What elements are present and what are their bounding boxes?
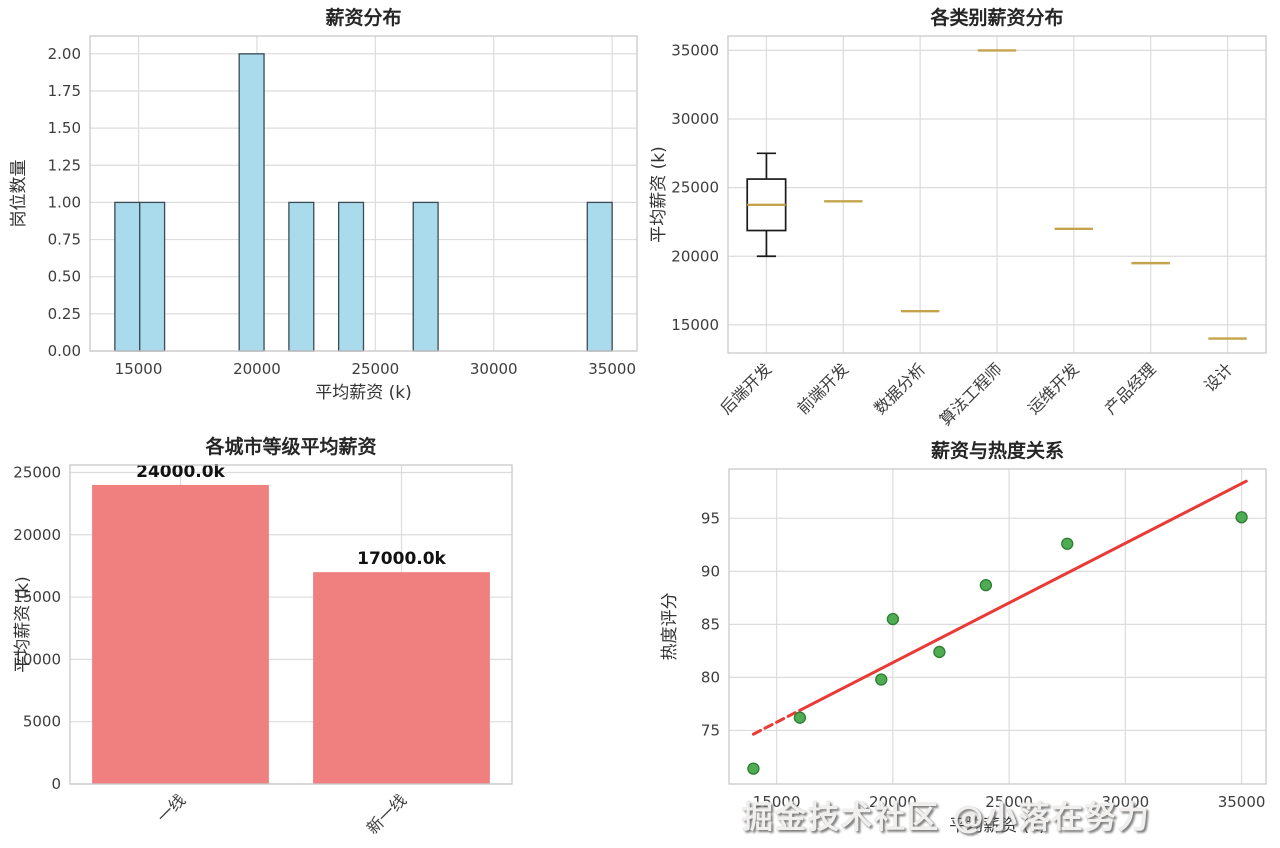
plot-border <box>727 35 1267 354</box>
y-tick-label: 25000 <box>13 463 61 481</box>
chart-salary-heat-scatter: 15000 20000 25000 30000 35000 75 80 85 90 95 薪资与热度… <box>660 439 1267 836</box>
plot-border <box>69 464 513 785</box>
histogram-bar <box>114 201 141 352</box>
scatter-point <box>979 578 993 592</box>
salary-heat-scatter-marks <box>747 479 1248 775</box>
y-tick-label: 1.75 <box>48 82 81 100</box>
chart-title: 薪资与热度关系 <box>931 439 1064 462</box>
y-tick-label: 15000 <box>13 588 61 606</box>
y-tick-label: 75 <box>701 721 720 739</box>
bar-value-label: 24000.0k <box>136 462 225 482</box>
category-tick-label: 后端开发 <box>717 359 776 418</box>
gridlines <box>728 36 1266 353</box>
y-tick-label: 5000 <box>23 713 61 731</box>
histogram-bar <box>586 201 613 352</box>
histogram-bar <box>337 201 365 352</box>
category-tick-label: 算法工程师 <box>936 359 1006 429</box>
chart-category-boxplot: 后端开发 前端开发 数据分析 算法工程师 运维开发 产品经理 设计 15000 20000 250… <box>649 6 1267 429</box>
y-tick-label: 2.00 <box>48 45 81 63</box>
y-tick-label: 0.00 <box>48 342 81 360</box>
y-tick-label: 20000 <box>671 247 719 265</box>
chart-title: 各城市等级平均薪资 <box>204 435 376 458</box>
y-tick-label: 10000 <box>13 650 61 668</box>
y-tick-label: 0.50 <box>48 268 81 286</box>
y-tick-label: 25000 <box>671 179 719 197</box>
category-tick-label: 前端开发 <box>793 359 852 418</box>
plot-border <box>89 35 638 352</box>
y-axis-label: 平均薪资 (k) <box>649 146 669 243</box>
x-tick-label: 25000 <box>985 793 1033 811</box>
histogram-bar <box>288 201 315 352</box>
y-tick-label: 15000 <box>671 316 719 334</box>
scatter-point <box>886 612 900 626</box>
salary-histogram-marks <box>114 53 613 352</box>
y-tick-label: 80 <box>701 668 720 686</box>
scatter-point <box>793 711 807 724</box>
scatter-point <box>1061 537 1074 550</box>
y-tick-label: 20000 <box>13 526 61 544</box>
tick-labels: 15000 20000 25000 30000 35000 75 80 85 90 95 <box>701 509 1266 811</box>
chart-salary-histogram: 15000 20000 25000 30000 35000 0.00 0.25 0.50 0.7… <box>9 6 638 403</box>
bar <box>92 484 269 784</box>
scatter-point <box>747 762 760 775</box>
y-tick-label: 0.75 <box>48 231 81 249</box>
x-tick-label: 35000 <box>1218 793 1266 811</box>
x-tick-label: 15000 <box>753 793 801 811</box>
y-axis-label: 平均薪资 (k) <box>13 576 33 673</box>
scatter-point <box>1235 511 1248 524</box>
x-axis-label: 平均薪资 (k) <box>315 383 412 403</box>
category-tick-label: 设计 <box>1200 359 1236 395</box>
tick-labels: 后端开发 前端开发 数据分析 算法工程师 运维开发 产品经理 设计 15000 20000 250… <box>671 41 1236 429</box>
y-tick-label: 1.50 <box>48 119 81 137</box>
chart-title: 薪资分布 <box>325 6 401 29</box>
y-tick-label: 0.25 <box>48 305 81 323</box>
scatter-point <box>933 645 946 659</box>
y-tick-label: 30000 <box>671 110 719 128</box>
y-tick-label: 0 <box>51 775 61 793</box>
category-boxplot-marks <box>746 49 1247 340</box>
y-tick-label: 1.00 <box>48 193 81 211</box>
y-axis-label: 热度评分 <box>660 593 680 661</box>
category-tick-label: 新一线 <box>363 790 410 837</box>
y-tick-label: 1.25 <box>48 156 81 174</box>
histogram-bar <box>412 201 439 352</box>
y-tick-label: 35000 <box>671 41 719 59</box>
gridlines <box>729 469 1266 784</box>
x-tick-label: 30000 <box>1101 793 1149 811</box>
x-tick-label: 35000 <box>588 360 636 378</box>
city-tier-bar-marks: 24000.0k 17000.0k <box>92 462 490 784</box>
x-tick-label: 20000 <box>233 360 281 378</box>
x-axis-label: 平均薪资 (k) <box>949 816 1046 836</box>
y-tick-label: 95 <box>701 509 720 527</box>
x-tick-label: 20000 <box>869 793 917 811</box>
y-axis-label: 岗位数量 <box>9 160 29 228</box>
bar <box>313 572 490 784</box>
x-tick-label: 25000 <box>351 360 399 378</box>
plot-border <box>728 468 1267 785</box>
trend-line <box>798 479 1248 712</box>
histogram-bar <box>238 53 265 352</box>
x-tick-label: 30000 <box>470 360 518 378</box>
category-tick-label: 一线 <box>153 790 189 826</box>
x-tick-label: 15000 <box>115 360 163 378</box>
category-tick-label: 运维开发 <box>1024 359 1083 418</box>
scatter-point <box>875 673 888 686</box>
chart-city-tier-bar: 24000.0k 17000.0k 一线 新一线 0 5000 10000 15000 2000… <box>13 435 513 838</box>
y-tick-label: 90 <box>701 562 720 580</box>
tick-labels: 15000 20000 25000 30000 35000 0.00 0.25 0.50 0.7… <box>48 45 636 378</box>
category-tick-label: 数据分析 <box>870 359 929 418</box>
y-tick-label: 85 <box>701 615 720 633</box>
histogram-bar <box>139 201 166 352</box>
bar-value-label: 17000.0k <box>357 549 446 569</box>
chart-title: 各类别薪资分布 <box>929 6 1063 29</box>
category-tick-label: 产品经理 <box>1101 359 1160 418</box>
trend-line-dashed <box>751 708 802 736</box>
